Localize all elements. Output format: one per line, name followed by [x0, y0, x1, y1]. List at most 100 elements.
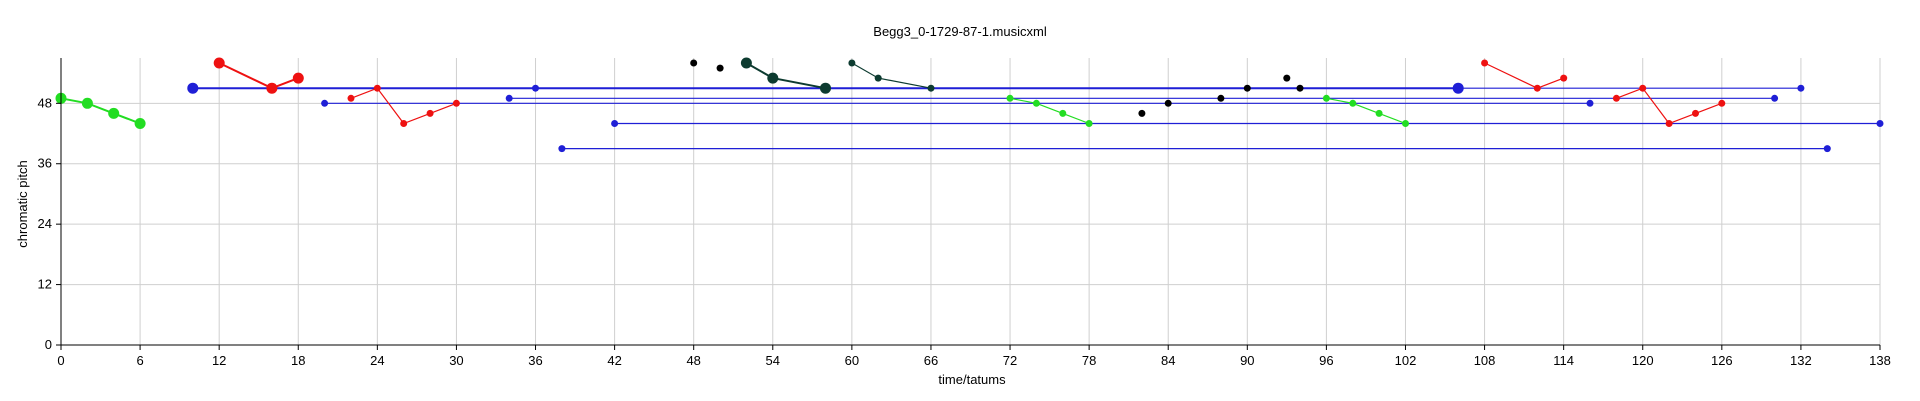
series-layer: [55, 57, 1884, 153]
data-point: [187, 82, 199, 94]
y-tick-label: 24: [38, 216, 52, 231]
x-tick-label: 132: [1790, 353, 1812, 368]
y-tick-label: 0: [45, 337, 52, 352]
data-point: [690, 59, 698, 67]
data-point: [1349, 99, 1357, 107]
x-tick-label: 24: [370, 353, 384, 368]
x-tick-label: 120: [1632, 353, 1654, 368]
data-point: [452, 99, 460, 107]
data-point: [1375, 109, 1383, 117]
data-point: [400, 120, 408, 127]
data-point: [1533, 84, 1541, 92]
x-tick-label: 126: [1711, 353, 1733, 368]
axes: 0 6 12 18 24 30 36 42 48 54 60 66 72 78 84 90 96 102 108 11…: [38, 58, 1891, 368]
series-line: [745, 62, 826, 90]
series-blue-1: [321, 99, 1594, 107]
data-point: [1243, 84, 1251, 92]
x-axis-label: time/tatums: [938, 372, 1006, 387]
x-tick-label: 54: [766, 353, 780, 368]
x-tick-label: 84: [1161, 353, 1175, 368]
grid: [60, 58, 1881, 346]
data-point: [108, 107, 120, 119]
data-point: [1296, 84, 1304, 92]
series-red-12: [1612, 84, 1726, 127]
data-point: [1876, 120, 1884, 127]
x-tick-label: 36: [528, 353, 542, 368]
data-point: [1481, 59, 1489, 67]
series-blue-3: [532, 84, 1805, 92]
series-black-15: [690, 59, 1304, 117]
data-point: [1797, 84, 1805, 92]
data-point: [321, 99, 329, 107]
data-point: [1138, 109, 1146, 117]
data-point: [426, 109, 434, 117]
x-tick-label: 48: [686, 353, 700, 368]
data-point: [927, 84, 935, 92]
data-point: [848, 59, 856, 67]
x-tick-label: 12: [212, 353, 226, 368]
data-point: [1665, 120, 1673, 127]
series-blue-2: [505, 94, 1779, 102]
series-line: [1484, 62, 1564, 89]
data-point: [1164, 99, 1172, 107]
series-dark-13: [740, 57, 831, 94]
data-point: [820, 82, 831, 94]
data-point: [347, 94, 355, 102]
data-point: [1032, 99, 1040, 107]
data-point: [1586, 99, 1594, 107]
y-axis-label: chromatic pitch: [15, 160, 30, 247]
series-blue-4: [558, 145, 1831, 153]
data-point: [1718, 99, 1726, 107]
data-point: [1085, 120, 1093, 127]
x-tick-label: 90: [1240, 353, 1254, 368]
y-tick-label: 48: [38, 95, 52, 110]
data-point: [1771, 94, 1779, 102]
x-tick-label: 96: [1319, 353, 1333, 368]
x-tick-label: 138: [1869, 353, 1891, 368]
data-point: [1217, 94, 1225, 102]
series-red-9: [213, 57, 304, 94]
data-point: [292, 72, 304, 84]
x-tick-label: 6: [136, 353, 143, 368]
data-point: [1560, 74, 1568, 82]
y-tick-label: 36: [38, 156, 52, 171]
series-line: [1616, 87, 1723, 125]
data-point: [1823, 145, 1831, 153]
data-point: [266, 82, 278, 94]
chart-title: Begg3_0-1729-87-1.musicxml: [873, 24, 1047, 39]
series-line: [60, 97, 141, 125]
data-point: [1322, 94, 1330, 102]
data-point: [213, 57, 225, 69]
series-line: [851, 62, 932, 89]
data-point: [1692, 109, 1699, 117]
x-tick-label: 102: [1395, 353, 1417, 368]
x-tick-label: 60: [845, 353, 859, 368]
data-point: [767, 72, 779, 84]
series-red-11: [1481, 59, 1568, 92]
series-line: [218, 62, 299, 90]
data-point: [1059, 109, 1067, 117]
data-point: [1006, 94, 1014, 102]
x-tick-label: 108: [1474, 353, 1496, 368]
data-point: [373, 84, 381, 92]
series-green-7: [1006, 94, 1093, 127]
data-point: [81, 97, 93, 109]
data-point: [1402, 120, 1409, 127]
series-red-10: [347, 84, 460, 127]
data-point: [611, 120, 619, 127]
data-point: [134, 118, 146, 129]
y-tick-label: 12: [38, 277, 52, 292]
x-tick-label: 30: [449, 353, 463, 368]
series-line: [1009, 97, 1090, 125]
x-tick-label: 18: [291, 353, 305, 368]
data-point: [505, 94, 513, 102]
data-point: [740, 57, 752, 69]
x-tick-label: 0: [57, 353, 64, 368]
data-point: [532, 84, 539, 92]
series-line: [350, 87, 457, 125]
series-green-8: [1322, 94, 1409, 127]
x-tick-label: 42: [607, 353, 621, 368]
series-green-6: [55, 92, 146, 129]
